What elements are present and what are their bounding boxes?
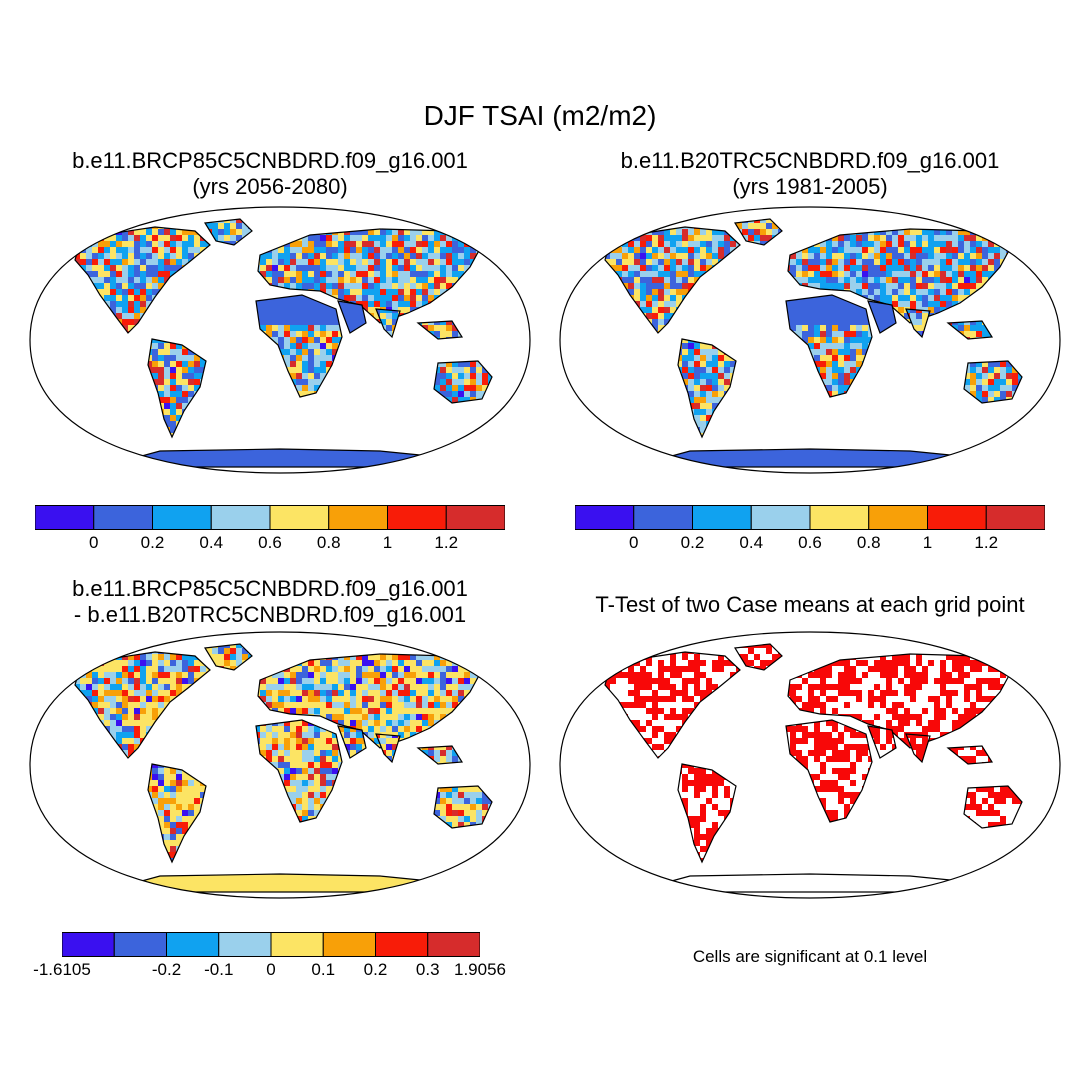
colorbar-panel3 xyxy=(62,932,480,957)
panel2-title-line2: (yrs 1981-2005) xyxy=(560,174,1060,200)
panel1-title: b.e11.BRCP85C5CNBDRD.f09_g16.001 (yrs 20… xyxy=(20,148,520,200)
colorbar-tick-label: 0 xyxy=(89,533,98,553)
colorbar-tick-label: 0.8 xyxy=(857,533,881,553)
map-panel-difference xyxy=(20,630,540,900)
panel1-title-line1: b.e11.BRCP85C5CNBDRD.f09_g16.001 xyxy=(20,148,520,174)
colorbar-swatch xyxy=(751,506,810,530)
colorbar-swatch xyxy=(270,506,329,530)
colorbar-tick-label: 0 xyxy=(266,960,275,980)
colorbar-swatch xyxy=(928,506,987,530)
colorbar-panel1 xyxy=(35,505,505,530)
colorbar-swatch xyxy=(388,506,447,530)
map-panel-historical xyxy=(550,205,1070,475)
colorbar-tick-label: 1.9056 xyxy=(454,960,506,980)
colorbar-swatch xyxy=(167,933,219,957)
colorbar-swatch xyxy=(428,933,480,957)
colorbar-swatch xyxy=(446,506,505,530)
colorbar-tick-label: 0.2 xyxy=(681,533,705,553)
colorbar-swatch xyxy=(810,506,869,530)
colorbar-tick-label: 0.6 xyxy=(798,533,822,553)
colorbar-tick-label: 0.3 xyxy=(416,960,440,980)
colorbar-swatch xyxy=(575,506,634,530)
colorbar-tick-label: 1 xyxy=(923,533,932,553)
colorbar-tick-label: 0.2 xyxy=(364,960,388,980)
colorbar-swatch xyxy=(94,506,153,530)
colorbar-swatch xyxy=(869,506,928,530)
panel3-title-line2: - b.e11.B20TRC5CNBDRD.f09_g16.001 xyxy=(20,602,520,628)
colorbar-swatch xyxy=(271,933,323,957)
panel3-title: b.e11.BRCP85C5CNBDRD.f09_g16.001 - b.e11… xyxy=(20,576,520,628)
colorbar-tick-label: 0.4 xyxy=(739,533,763,553)
map-panel-future xyxy=(20,205,540,475)
colorbar-swatch xyxy=(153,506,212,530)
colorbar-tick-label: 1 xyxy=(383,533,392,553)
colorbar-tick-label: 1.2 xyxy=(974,533,998,553)
panel4-title-line1: T-Test of two Case means at each grid po… xyxy=(550,592,1070,618)
panel2-title: b.e11.B20TRC5CNBDRD.f09_g16.001 (yrs 198… xyxy=(560,148,1060,200)
colorbar-tick-label: 0.4 xyxy=(199,533,223,553)
panel2-title-line1: b.e11.B20TRC5CNBDRD.f09_g16.001 xyxy=(560,148,1060,174)
colorbar-tick-label: 0.8 xyxy=(317,533,341,553)
colorbar-tick-label: 0.6 xyxy=(258,533,282,553)
colorbar-swatch xyxy=(329,506,388,530)
colorbar-swatch xyxy=(986,506,1045,530)
colorbar-panel2 xyxy=(575,505,1045,530)
map-panel-ttest xyxy=(550,630,1070,900)
main-title: DJF TSAI (m2/m2) xyxy=(0,100,1080,132)
colorbar-swatch xyxy=(35,506,94,530)
panel4-title: T-Test of two Case means at each grid po… xyxy=(550,592,1070,618)
colorbar-swatch xyxy=(219,933,271,957)
colorbar-tick-label: 0 xyxy=(629,533,638,553)
colorbar-tick-label: 1.2 xyxy=(434,533,458,553)
colorbar-tick-label: 0.1 xyxy=(311,960,335,980)
colorbar-swatch xyxy=(634,506,693,530)
colorbar-swatch xyxy=(114,933,166,957)
colorbar-tick-label: -0.2 xyxy=(152,960,181,980)
colorbar-swatch xyxy=(693,506,752,530)
colorbar-swatch xyxy=(376,933,428,957)
colorbar-tick-label: -0.1 xyxy=(204,960,233,980)
colorbar-swatch xyxy=(211,506,270,530)
significance-note: Cells are significant at 0.1 level xyxy=(560,947,1060,967)
colorbar-swatch xyxy=(62,933,114,957)
colorbar-tick-label: -1.6105 xyxy=(33,960,91,980)
colorbar-tick-label: 0.2 xyxy=(141,533,165,553)
colorbar-swatch xyxy=(323,933,375,957)
panel1-title-line2: (yrs 2056-2080) xyxy=(20,174,520,200)
panel3-title-line1: b.e11.BRCP85C5CNBDRD.f09_g16.001 xyxy=(20,576,520,602)
